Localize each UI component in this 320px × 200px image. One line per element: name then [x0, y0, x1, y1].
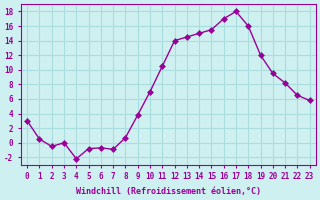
- X-axis label: Windchill (Refroidissement éolien,°C): Windchill (Refroidissement éolien,°C): [76, 187, 261, 196]
